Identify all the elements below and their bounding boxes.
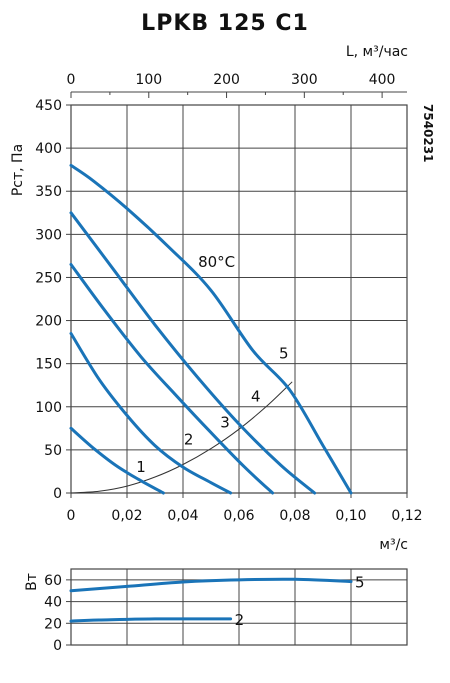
main-plot-frame <box>70 104 408 494</box>
curve-label-4: 4 <box>251 387 261 405</box>
fan-curve-4 <box>69 211 317 495</box>
main-x-tick-label: 0,12 <box>391 508 422 524</box>
power-y-axis-title: Вт <box>24 573 40 591</box>
power-curve-label-5: 5 <box>355 573 365 591</box>
main-x-tick-label: 0 <box>67 508 76 524</box>
system-curve-line <box>70 381 293 494</box>
power-y-tick-label: 60 <box>44 573 62 589</box>
temperature-annotation: 80°C <box>198 253 235 271</box>
fan-curve-5 <box>69 163 353 495</box>
main-x-tick-label: 0,04 <box>167 508 198 524</box>
chart-code-label: 7540231 <box>421 104 435 162</box>
main-y-tick-label: 200 <box>35 314 62 330</box>
main-y-axis-title: Рст, Па <box>10 144 26 196</box>
main-x-axis-title: м³/с <box>379 537 408 553</box>
fan-curve-3 <box>69 263 275 495</box>
main-y-tick-label: 300 <box>35 227 62 243</box>
top-axis-tick-label: 100 <box>135 72 162 88</box>
main-y-tick-label: 0 <box>53 486 62 502</box>
curve-label-1: 1 <box>136 458 146 476</box>
power-y-tick-label: 0 <box>53 638 62 654</box>
main-y-tick-label: 350 <box>35 184 62 200</box>
main-y-tick-label: 100 <box>35 400 62 416</box>
curve-label-3: 3 <box>220 413 230 431</box>
power-curve-2 <box>69 617 233 623</box>
top-axis-tick-label: 300 <box>291 72 318 88</box>
curve-label-2: 2 <box>184 431 194 449</box>
main-y-tick-label: 50 <box>44 443 62 459</box>
chart-title: LPKB 125 C1 <box>141 11 309 36</box>
fan-curve-2 <box>69 332 233 495</box>
main-x-tick-label: 0,10 <box>335 508 366 524</box>
main-x-tick-label: 0,08 <box>279 508 310 524</box>
top-axis-tick-label: 200 <box>213 72 240 88</box>
power-y-tick-label: 20 <box>44 616 62 632</box>
top-axis-tick-label: 0 <box>67 72 76 88</box>
power-curve-5 <box>69 577 353 593</box>
power-plot: 0 20 40 60 2 5 <box>44 568 408 654</box>
main-y-tick-label: 400 <box>35 141 62 157</box>
main-top-axis-title: L, м³/час <box>346 44 408 60</box>
main-x-tick-label: 0,02 <box>111 508 142 524</box>
power-curve-label-2: 2 <box>235 611 245 629</box>
main-y-tick-label: 150 <box>35 357 62 373</box>
curve-label-5: 5 <box>279 344 289 362</box>
main-y-tick-label: 450 <box>35 98 62 114</box>
main-x-tick-label: 0,06 <box>223 508 254 524</box>
top-axis-tick-label: 400 <box>369 72 396 88</box>
main-plot: 0 0,02 0,04 0,06 0,08 0,10 0,12050100150200250… <box>35 72 422 524</box>
power-y-tick-label: 40 <box>44 595 62 611</box>
main-y-tick-label: 250 <box>35 270 62 286</box>
power-plot-frame <box>70 568 408 646</box>
fan-curve-1 <box>69 426 165 495</box>
